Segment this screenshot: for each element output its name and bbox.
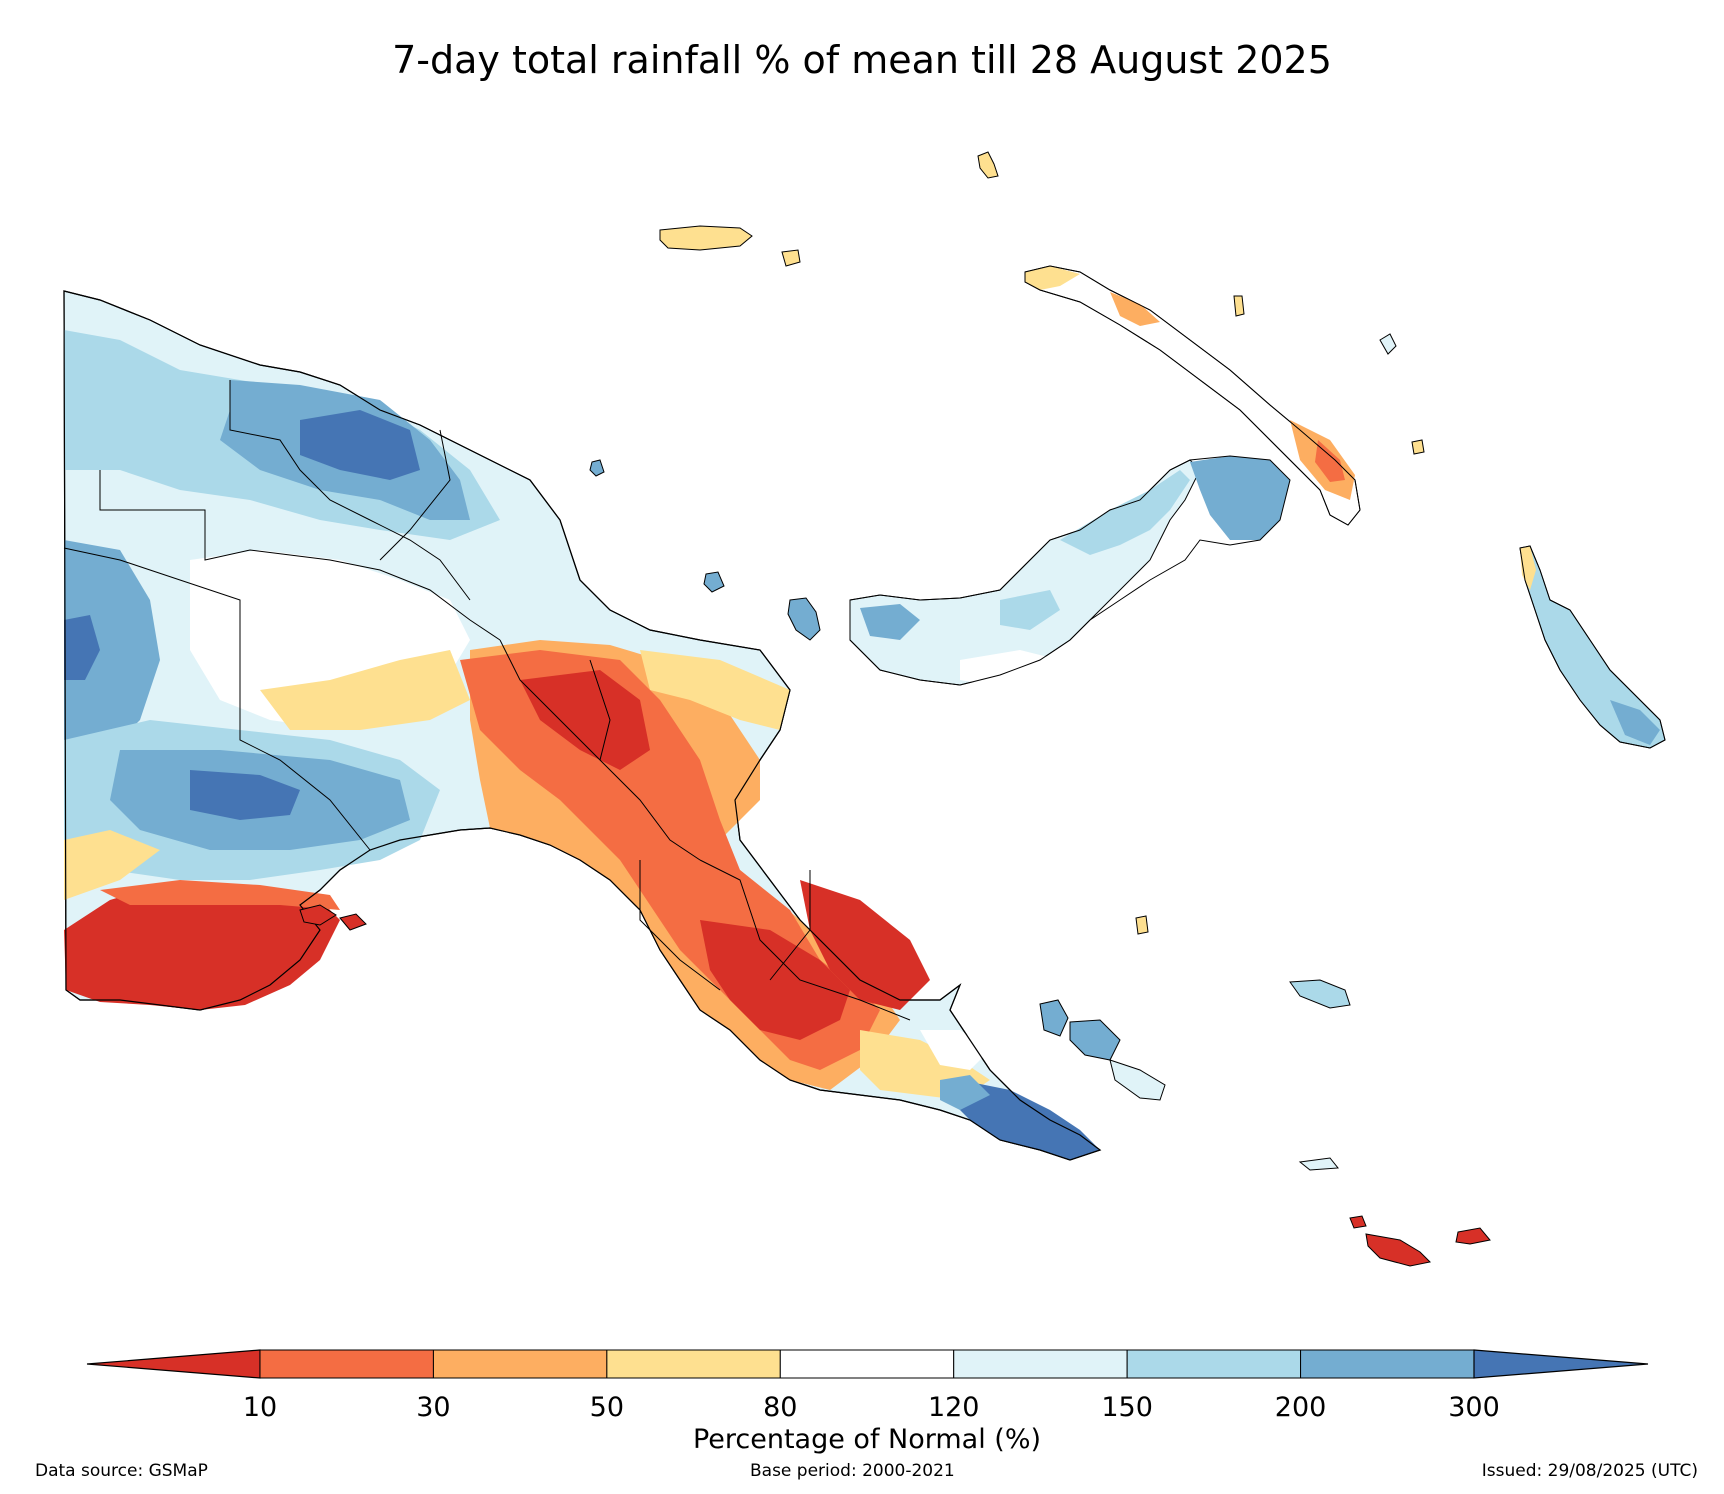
torres-strait-islands [299,904,367,931]
new-britain [849,455,1291,686]
map-title: 7-day total rainfall % of mean till 28 A… [392,38,1332,82]
colorbar-tick-label: 300 [1448,1392,1500,1423]
manus-island [659,225,801,267]
colorbar-tick-label: 150 [1101,1392,1153,1423]
colorbar: 10 30 50 80 120 150 200 300 Percentage of Normal… [86,1349,1649,1455]
mainland-png [63,290,1102,1161]
colorbar-tick-label: 120 [928,1392,980,1423]
province-boundaries [63,380,911,1021]
colorbar-tick-label: 30 [416,1392,450,1423]
issued-date: Issued: 29/08/2025 (UTC) [1481,1461,1698,1481]
colorbar-segment [432,1349,608,1379]
colorbar-segment [953,1349,1128,1379]
bougainville [1519,545,1666,749]
colorbar-segment [1300,1349,1475,1379]
colorbar-segment [259,1349,434,1379]
base-period: Base period: 2000-2021 [750,1461,955,1481]
colorbar-title: Percentage of Normal (%) [693,1424,1041,1455]
colorbar-tick-label: 200 [1275,1392,1327,1423]
small-northern-islands [589,151,1425,641]
colorbar-segment [606,1349,781,1379]
colorbar-tick-label: 50 [590,1392,624,1423]
colorbar-extend-low [86,1349,261,1379]
colorbar-tick-label: 80 [763,1392,797,1423]
milne-bay-islands [1039,915,1491,1267]
colorbar-segment [1126,1349,1302,1379]
new-ireland [1024,265,1361,526]
colorbar-segment [779,1349,955,1379]
data-source: Data source: GSMaP [35,1461,208,1481]
colorbar-extend-high [1473,1349,1649,1379]
colorbar-tick-label: 10 [243,1392,277,1423]
